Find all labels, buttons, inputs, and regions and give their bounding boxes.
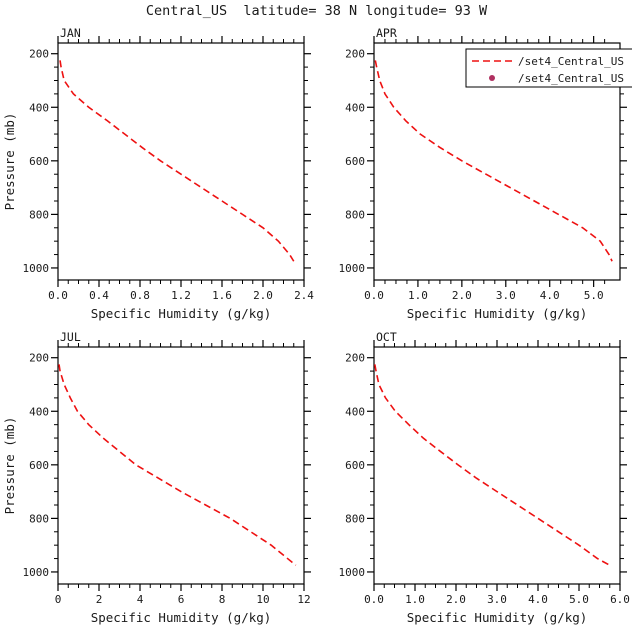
x-tick-label: 10 bbox=[256, 593, 269, 606]
x-tick-label: 0.8 bbox=[130, 289, 150, 302]
y-tick-label: 800 bbox=[345, 208, 365, 221]
panel-month-label: OCT bbox=[376, 330, 397, 344]
x-tick-label: 2.0 bbox=[253, 289, 273, 302]
plot-border bbox=[57, 346, 305, 585]
x-tick-label: 12 bbox=[297, 593, 310, 606]
panels-grid: 0.0 0.4 0.8 1.2 1.6 2.0 2.4 200 400 600 800 1000 JAN… bbox=[0, 23, 633, 631]
x-tick-label: 8 bbox=[219, 593, 226, 606]
y-tick-label: 600 bbox=[29, 155, 49, 168]
x-tick-label: 1.6 bbox=[212, 289, 232, 302]
x-tick-label: 1.0 bbox=[408, 289, 428, 302]
y-tick-label: 1000 bbox=[339, 566, 366, 579]
x-tick-label: 5.0 bbox=[569, 593, 589, 606]
x-tick-label: 0.0 bbox=[364, 289, 384, 302]
y-tick-label: 400 bbox=[29, 405, 49, 418]
x-tick-label: 3.0 bbox=[487, 593, 507, 606]
x-tick-label: 6.0 bbox=[610, 593, 630, 606]
x-tick-label: 4.0 bbox=[528, 593, 548, 606]
x-tick-label: 1.2 bbox=[171, 289, 191, 302]
y-tick-label: 400 bbox=[345, 101, 365, 114]
y-tick-label: 800 bbox=[345, 512, 365, 525]
humidity-profile-curve bbox=[374, 60, 613, 262]
legend-dot-marker bbox=[489, 75, 495, 81]
y-tick-label: 600 bbox=[345, 459, 365, 472]
legend: /set4_Central_US/set4_Central_US bbox=[465, 48, 632, 88]
y-tick-label: 200 bbox=[29, 48, 49, 61]
legend-box bbox=[465, 48, 632, 88]
y-tick-label: 600 bbox=[345, 155, 365, 168]
x-axis-title: Specific Humidity (g/kg) bbox=[91, 306, 272, 321]
x-tick-label: 1.0 bbox=[405, 593, 425, 606]
x-axis-title: Specific Humidity (g/kg) bbox=[407, 306, 588, 321]
x-tick-label: 0.0 bbox=[364, 593, 384, 606]
y-tick-label: 400 bbox=[345, 405, 365, 418]
plot-border bbox=[57, 42, 305, 281]
y-tick-label: 200 bbox=[345, 48, 365, 61]
axes: 0.0 1.0 2.0 3.0 4.0 5.0 6.0 200 400 600 800 1000 OCT… bbox=[339, 330, 630, 625]
humidity-profile-curve bbox=[374, 364, 611, 566]
plot-border bbox=[373, 42, 621, 281]
x-tick-label: 6 bbox=[178, 593, 185, 606]
humidity-profile-curve bbox=[59, 60, 295, 262]
panel-jan-chart: 0.0 0.4 0.8 1.2 1.6 2.0 2.4 200 400 600 800 1000 JAN… bbox=[2, 26, 314, 321]
y-tick-label: 400 bbox=[29, 101, 49, 114]
y-tick-label: 1000 bbox=[339, 262, 366, 275]
legend-label: /set4_Central_US bbox=[518, 55, 624, 68]
y-axis-title: Pressure (mb) bbox=[2, 417, 17, 515]
x-tick-label: 2.0 bbox=[446, 593, 466, 606]
axes: 0.0 1.0 2.0 3.0 4.0 5.0 200 400 600 800 1000 APR Spe… bbox=[339, 26, 627, 321]
humidity-profile-curve bbox=[58, 364, 297, 566]
panel-month-label: APR bbox=[376, 26, 397, 40]
legend-label: /set4_Central_US bbox=[518, 72, 624, 85]
y-tick-label: 800 bbox=[29, 208, 49, 221]
x-tick-label: 0.4 bbox=[89, 289, 109, 302]
panel-oct-chart: 0.0 1.0 2.0 3.0 4.0 5.0 6.0 200 400 600 800 1000 OCT… bbox=[339, 330, 630, 625]
panel-apr-chart: 0.0 1.0 2.0 3.0 4.0 5.0 200 400 600 800 1000 APR Spe… bbox=[339, 26, 632, 321]
axes: 0 2 4 6 8 10 12 200 400 600 800 1000 JUL Specific Hum… bbox=[2, 330, 311, 625]
x-tick-label: 3.0 bbox=[496, 289, 516, 302]
panel-month-label: JUL bbox=[60, 330, 81, 344]
axes: 0.0 0.4 0.8 1.2 1.6 2.0 2.4 200 400 600 800 1000 JAN… bbox=[2, 26, 314, 321]
x-tick-label: 5.0 bbox=[584, 289, 604, 302]
y-tick-label: 1000 bbox=[23, 566, 50, 579]
y-tick-label: 1000 bbox=[23, 262, 50, 275]
x-tick-label: 2.4 bbox=[294, 289, 314, 302]
panel-month-label: JAN bbox=[60, 26, 81, 40]
y-axis-title: Pressure (mb) bbox=[2, 113, 17, 211]
x-tick-label: 0 bbox=[55, 593, 62, 606]
y-tick-label: 200 bbox=[29, 352, 49, 365]
y-tick-label: 600 bbox=[29, 459, 49, 472]
plot-border bbox=[373, 346, 621, 585]
x-axis-title: Specific Humidity (g/kg) bbox=[91, 610, 272, 625]
x-tick-label: 2 bbox=[96, 593, 103, 606]
y-tick-label: 200 bbox=[345, 352, 365, 365]
x-tick-label: 2.0 bbox=[452, 289, 472, 302]
x-tick-label: 4 bbox=[137, 593, 144, 606]
y-tick-label: 800 bbox=[29, 512, 49, 525]
figure-title: Central_US latitude= 38 N longitude= 93 … bbox=[145, 3, 488, 19]
panel-jul-chart: 0 2 4 6 8 10 12 200 400 600 800 1000 JUL Specific Hum… bbox=[2, 330, 311, 625]
x-axis-title: Specific Humidity (g/kg) bbox=[407, 610, 588, 625]
x-tick-label: 4.0 bbox=[540, 289, 560, 302]
x-tick-label: 0.0 bbox=[48, 289, 68, 302]
